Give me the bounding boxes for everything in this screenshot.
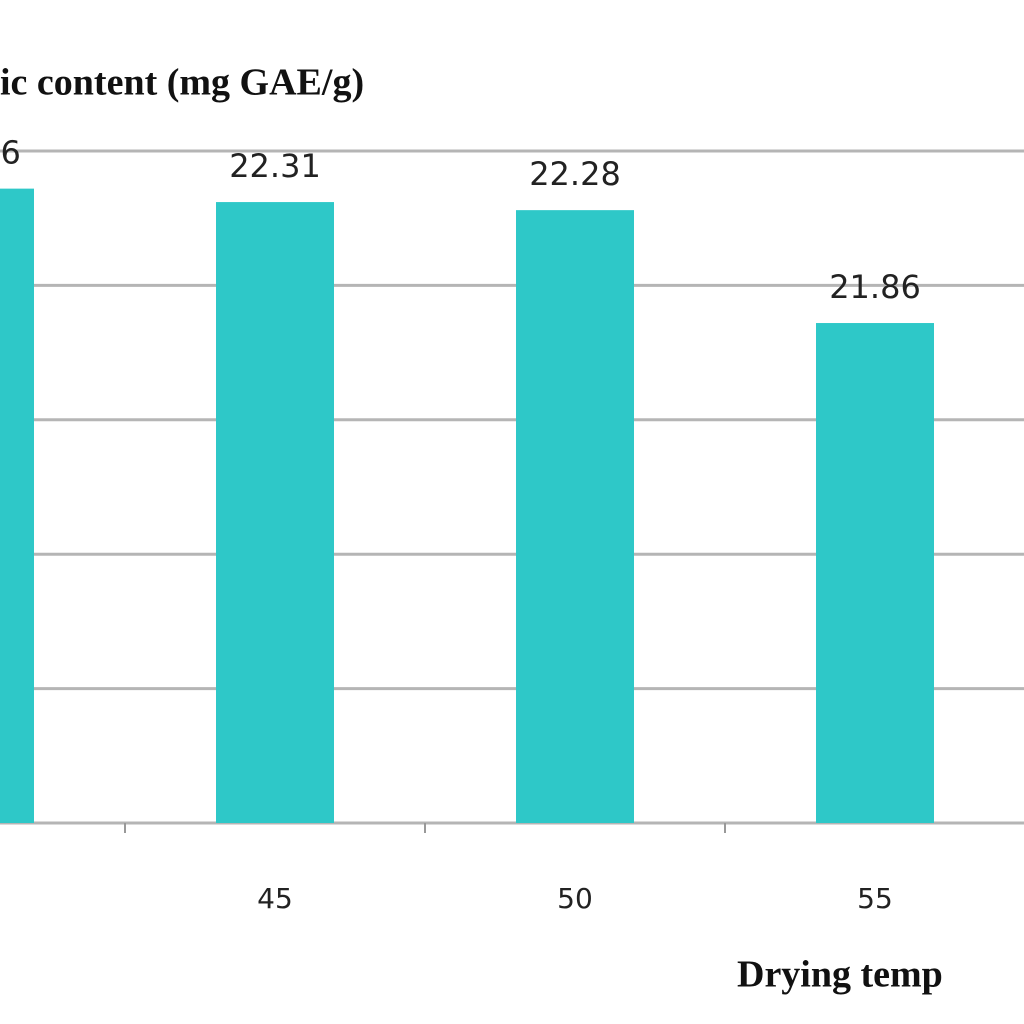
x-tick-label: 45 xyxy=(257,882,293,915)
bar xyxy=(516,210,634,824)
x-axis-title: Drying temp xyxy=(737,954,943,996)
x-tick-label: 55 xyxy=(857,882,893,915)
data-label: 22.31 xyxy=(229,147,321,185)
data-label: 22.28 xyxy=(529,155,621,193)
x-tick-label: 50 xyxy=(557,882,593,915)
bar xyxy=(0,188,34,823)
y-axis-title: ic content (mg GAE/g) xyxy=(0,62,364,104)
bar xyxy=(816,323,934,823)
bar xyxy=(216,202,334,823)
data-label: 22.36 xyxy=(0,134,21,172)
data-label: 21.86 xyxy=(829,268,921,306)
